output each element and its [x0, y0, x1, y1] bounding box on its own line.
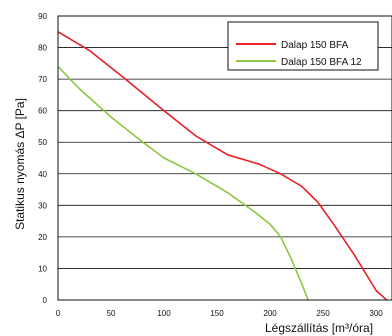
x-tick-label: 50 [107, 309, 116, 318]
x-tick-label: 250 [316, 309, 330, 318]
x-axis-ticks: 0 50 100 150 200 250 300 [56, 309, 384, 318]
y-tick-label: 0 [43, 296, 48, 305]
legend: Dalap 150 BFA Dalap 150 BFA 12 [227, 21, 379, 71]
y-tick-label: 10 [38, 264, 47, 273]
series-line-1 [57, 31, 388, 301]
y-tick-label: 40 [38, 170, 47, 179]
plot-frame [57, 15, 392, 301]
legend-label-2: Dalap 150 BFA 12 [281, 57, 362, 68]
x-tick-label: 200 [263, 309, 277, 318]
x-tick-label: 0 [56, 309, 61, 318]
y-tick-label: 20 [38, 233, 47, 242]
y-axis-ticks: 0 10 20 30 40 50 60 70 80 90 [38, 12, 47, 305]
y-tick-label: 80 [38, 44, 47, 53]
y-tick-label: 60 [38, 107, 47, 116]
x-tick-label: 300 [369, 309, 383, 318]
y-tick-label: 50 [38, 138, 47, 147]
y-tick-label: 70 [38, 75, 47, 84]
series-line-2 [57, 65, 309, 301]
x-tick-label: 150 [210, 309, 224, 318]
series-lines [57, 31, 388, 301]
y-tick-label: 90 [38, 12, 47, 21]
x-tick-label: 100 [157, 309, 171, 318]
legend-label-1: Dalap 150 BFA [281, 40, 349, 51]
y-tick-label: 30 [38, 201, 47, 210]
y-axis-label: Statikus nyomás ΔP [Pa] [13, 98, 27, 230]
x-axis-label: Légszállítás [m³/óra] [265, 321, 373, 335]
